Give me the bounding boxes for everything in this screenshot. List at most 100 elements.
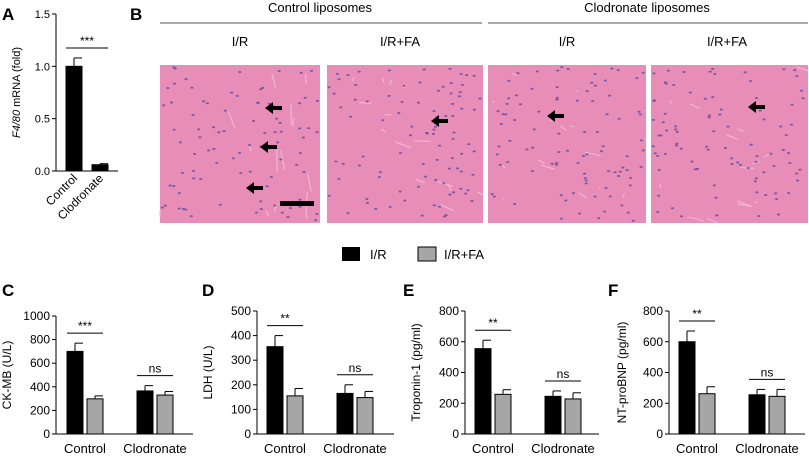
cell-nucleus bbox=[261, 86, 265, 89]
cell-nucleus bbox=[663, 112, 667, 115]
cell-nucleus bbox=[302, 170, 306, 173]
tissue-fibre bbox=[707, 218, 719, 224]
bar-e bbox=[564, 398, 582, 435]
cell-nucleus bbox=[448, 193, 452, 196]
cell-nucleus bbox=[286, 216, 290, 219]
cell-nucleus bbox=[593, 73, 597, 76]
cell-nucleus bbox=[651, 118, 656, 121]
cell-nucleus bbox=[608, 195, 612, 198]
tissue-fibre bbox=[291, 117, 295, 127]
cell-nucleus bbox=[346, 212, 350, 215]
cell-nucleus bbox=[712, 184, 717, 187]
cell-nucleus bbox=[710, 67, 715, 70]
cell-nucleus bbox=[799, 89, 804, 92]
cell-nucleus bbox=[458, 91, 462, 94]
cell-nucleus bbox=[416, 185, 421, 188]
y-tick-label-a: 1.5 bbox=[35, 9, 50, 21]
y-tick-label-d: 200 bbox=[231, 378, 251, 392]
cell-nucleus bbox=[306, 127, 311, 130]
cell-nucleus bbox=[298, 127, 302, 130]
cell-nucleus bbox=[738, 163, 743, 166]
y-tick-label-a: 0.0 bbox=[35, 166, 50, 178]
y-tick-label-c: 1000 bbox=[23, 309, 50, 323]
cell-nucleus bbox=[604, 186, 608, 189]
cell-nucleus bbox=[303, 96, 307, 99]
cell-nucleus bbox=[603, 210, 607, 213]
cell-nucleus bbox=[595, 130, 599, 133]
cell-nucleus bbox=[460, 107, 464, 110]
cell-nucleus bbox=[769, 152, 773, 155]
cell-nucleus bbox=[408, 134, 413, 137]
y-tick-label-c: 800 bbox=[30, 333, 50, 347]
cell-nucleus bbox=[207, 149, 211, 152]
cell-nucleus bbox=[205, 102, 209, 105]
tissue-fibre bbox=[502, 164, 506, 169]
cell-nucleus bbox=[607, 170, 611, 173]
cell-nucleus bbox=[420, 214, 424, 217]
cell-nucleus bbox=[231, 157, 235, 160]
cell-nucleus bbox=[425, 131, 429, 134]
cell-nucleus bbox=[779, 125, 783, 128]
cell-nucleus bbox=[653, 152, 657, 155]
bar-f bbox=[748, 394, 766, 435]
cell-nucleus bbox=[365, 201, 370, 204]
cell-nucleus bbox=[532, 128, 536, 131]
tissue-fibre bbox=[249, 145, 252, 152]
cell-nucleus bbox=[459, 170, 463, 173]
tissue-fibre bbox=[659, 183, 662, 189]
cell-nucleus bbox=[554, 163, 559, 166]
significance-label-f: ** bbox=[692, 307, 702, 321]
tissue-fibre bbox=[736, 128, 745, 132]
y-axis-label-d: LDH (U/L) bbox=[201, 345, 215, 399]
cell-nucleus bbox=[605, 113, 609, 116]
tissue-fibre bbox=[669, 99, 672, 105]
panel-letter-a: A bbox=[2, 5, 14, 24]
cell-nucleus bbox=[743, 71, 747, 74]
cell-nucleus bbox=[490, 193, 494, 196]
bar-d bbox=[266, 346, 284, 435]
tissue-fibre bbox=[290, 103, 293, 125]
cell-nucleus bbox=[730, 162, 734, 165]
cell-nucleus bbox=[357, 70, 361, 73]
cell-nucleus bbox=[434, 178, 438, 181]
cell-nucleus bbox=[238, 71, 242, 74]
y-tick-label-f: 200 bbox=[643, 396, 663, 410]
significance-label-f: ns bbox=[761, 365, 774, 379]
arrow-marker-icon bbox=[260, 141, 277, 153]
cell-nucleus bbox=[248, 170, 252, 173]
cell-nucleus bbox=[555, 96, 559, 99]
group-label-clodronate: Clodronate liposomes bbox=[584, 0, 710, 15]
category-label-e: Control bbox=[472, 441, 514, 456]
tissue-fibre bbox=[447, 185, 453, 192]
y-tick-label-d: 0 bbox=[244, 427, 251, 441]
cell-nucleus bbox=[436, 89, 440, 92]
cell-nucleus bbox=[421, 162, 425, 165]
cell-nucleus bbox=[682, 70, 686, 73]
significance-label-d: ** bbox=[280, 312, 290, 326]
tissue-fibre bbox=[382, 77, 385, 83]
cell-nucleus bbox=[163, 204, 167, 207]
panel-letter-b: B bbox=[130, 5, 142, 24]
legend-label-irfa: I/R+FA bbox=[444, 247, 484, 262]
cell-nucleus bbox=[508, 139, 512, 142]
y-axis-label-f: NT-proBNP (pg/ml) bbox=[615, 322, 629, 424]
cell-nucleus bbox=[788, 161, 792, 164]
cell-nucleus bbox=[459, 152, 464, 155]
cell-nucleus bbox=[452, 191, 456, 194]
cell-nucleus bbox=[398, 190, 402, 193]
cell-nucleus bbox=[617, 117, 621, 120]
y-tick-label-c: 0 bbox=[43, 427, 50, 441]
significance-label-c: *** bbox=[78, 319, 92, 333]
cell-nucleus bbox=[400, 100, 404, 103]
y-tick-label-e: 800 bbox=[439, 304, 459, 318]
cell-nucleus bbox=[559, 217, 564, 220]
cell-nucleus bbox=[230, 91, 234, 94]
cell-nucleus bbox=[616, 69, 620, 72]
tissue-fibre bbox=[389, 79, 393, 86]
cell-nucleus bbox=[191, 169, 196, 172]
tissue-fibre bbox=[304, 73, 307, 85]
cell-nucleus bbox=[559, 194, 563, 197]
cell-nucleus bbox=[387, 69, 391, 72]
cell-nucleus bbox=[212, 147, 216, 150]
cell-nucleus bbox=[550, 162, 554, 165]
